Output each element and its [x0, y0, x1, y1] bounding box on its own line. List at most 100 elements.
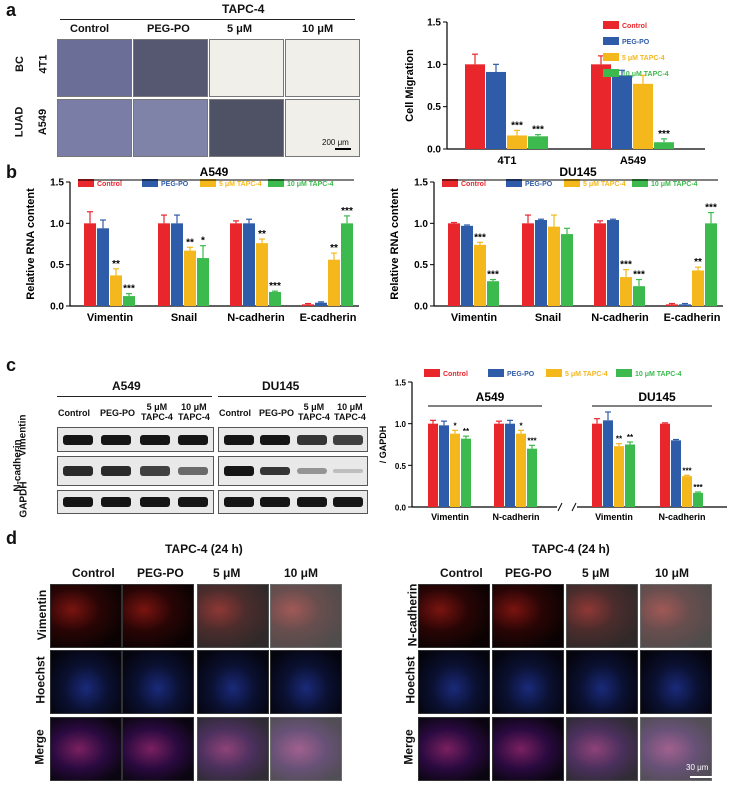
legend-swatch [603, 53, 619, 61]
bar [123, 296, 135, 306]
col-5um: 5 μM [227, 23, 253, 35]
panel-letter-b: b [6, 162, 17, 182]
bar [328, 259, 340, 306]
legend-swatch [268, 179, 284, 187]
chart-title: A549 [200, 166, 229, 179]
legend-swatch [632, 179, 648, 187]
legend-swatch [603, 21, 619, 29]
fluorescence-image [50, 717, 122, 781]
blot-col-5um: 5 μM TAPC-4 [141, 402, 173, 422]
significance-label: * [519, 421, 523, 430]
legend-swatch [200, 179, 216, 187]
y-tick-label: 0.0 [50, 302, 64, 313]
category-label: E-cadherin [300, 312, 357, 324]
significance-label: *** [693, 483, 703, 492]
bar [591, 64, 611, 149]
row-a549: A549 [37, 108, 50, 136]
legend-label: Control [443, 371, 468, 378]
group-title-a549: A549 [476, 390, 505, 404]
legend-swatch [603, 69, 619, 77]
scale-bar-label: 200 μm [322, 138, 349, 147]
legend-swatch [424, 369, 440, 377]
y-axis-label: Relative RNA content [25, 188, 37, 300]
legend-swatch [488, 369, 504, 377]
group-title-du145: DU145 [638, 390, 676, 404]
bar [505, 423, 515, 507]
legend-swatch [442, 179, 458, 187]
significance-label: *** [682, 466, 692, 475]
fluorescence-image [197, 584, 269, 648]
blot-line-a549 [57, 396, 212, 397]
bar [528, 136, 548, 149]
category-label: 4T1 [498, 155, 517, 167]
bar [671, 440, 681, 507]
significance-label: * [453, 421, 457, 430]
y-tick-label: 0.5 [395, 462, 407, 471]
d-left-col-5um: 5 μM [213, 566, 241, 580]
y-tick-label: 1.5 [427, 18, 441, 29]
bar [594, 223, 606, 306]
significance-label: *** [341, 206, 353, 217]
bar [494, 423, 504, 507]
bar [633, 286, 645, 306]
fluorescence-image [122, 584, 194, 648]
bar [158, 223, 170, 306]
panel-letter-c: c [6, 355, 17, 375]
fluorescence-image [492, 717, 564, 781]
fluorescence-image [122, 717, 194, 781]
blot-col-control-du145: Control [219, 408, 251, 418]
bar [625, 444, 635, 507]
chart-title: DU145 [559, 166, 597, 179]
transwell-a549-peg-po [133, 99, 208, 157]
y-tick-label: 0.5 [50, 260, 64, 271]
fluorescence-image [197, 650, 269, 714]
category-label: Vimentin [451, 312, 498, 324]
chart-cell-migration: 0.0 0.5 1.0 1.5 Cell Migration *** *** 4T1 *** A5… [404, 18, 705, 167]
blot-col-peg-po-du145: PEG-PO [259, 408, 295, 418]
fluorescence-image [418, 650, 490, 714]
bar [230, 223, 242, 306]
fluorescence-image [640, 717, 712, 781]
bar [535, 220, 547, 306]
bar [612, 75, 632, 149]
fluorescence-image [418, 584, 490, 648]
significance-label: *** [705, 203, 717, 214]
category-label: E-cadherin [664, 312, 721, 324]
bar [507, 135, 527, 149]
row-group-luad: LUAD [13, 106, 26, 138]
y-axis-label: / GAPDH [378, 426, 388, 464]
y-tick-label: 0.0 [395, 504, 407, 513]
axis-break-mark [557, 502, 563, 512]
legend-label: 10 μM TAPC-4 [622, 71, 669, 78]
bar [171, 223, 183, 306]
fluorescence-image [566, 717, 638, 781]
blot-line-du145 [218, 396, 366, 397]
significance-label: *** [532, 125, 544, 136]
legend-label: Control [461, 181, 486, 188]
fluorescence-image [50, 584, 122, 648]
fluorescence-image [122, 650, 194, 714]
y-tick-label: 0.5 [427, 102, 441, 113]
transwell-4t1-5um [209, 39, 284, 97]
bar [666, 304, 678, 306]
bar [302, 304, 314, 306]
legend-label: 5 μM TAPC-4 [219, 181, 262, 188]
d-left-row-merge: Merge [32, 729, 47, 765]
category-label: Snail [171, 312, 197, 324]
bar [465, 64, 485, 149]
d-scale-bar-label: 30 μm [686, 763, 709, 772]
panel-letter-d: d [6, 528, 17, 548]
fluorescence-image [566, 584, 638, 648]
blot-group-a549: A549 [112, 379, 141, 393]
bar [256, 243, 268, 306]
bar [692, 270, 704, 306]
d-right-col-5um: 5 μM [582, 566, 610, 580]
significance-label: ** [330, 243, 338, 254]
d-left-row-hoechst: Hoechst [33, 656, 48, 704]
header-line [60, 19, 355, 20]
bar [341, 223, 353, 306]
d-right-col-control: Control [440, 566, 483, 580]
row-4t1: 4T1 [37, 54, 50, 74]
transwell-4t1-control [57, 39, 132, 97]
bar [243, 223, 255, 306]
